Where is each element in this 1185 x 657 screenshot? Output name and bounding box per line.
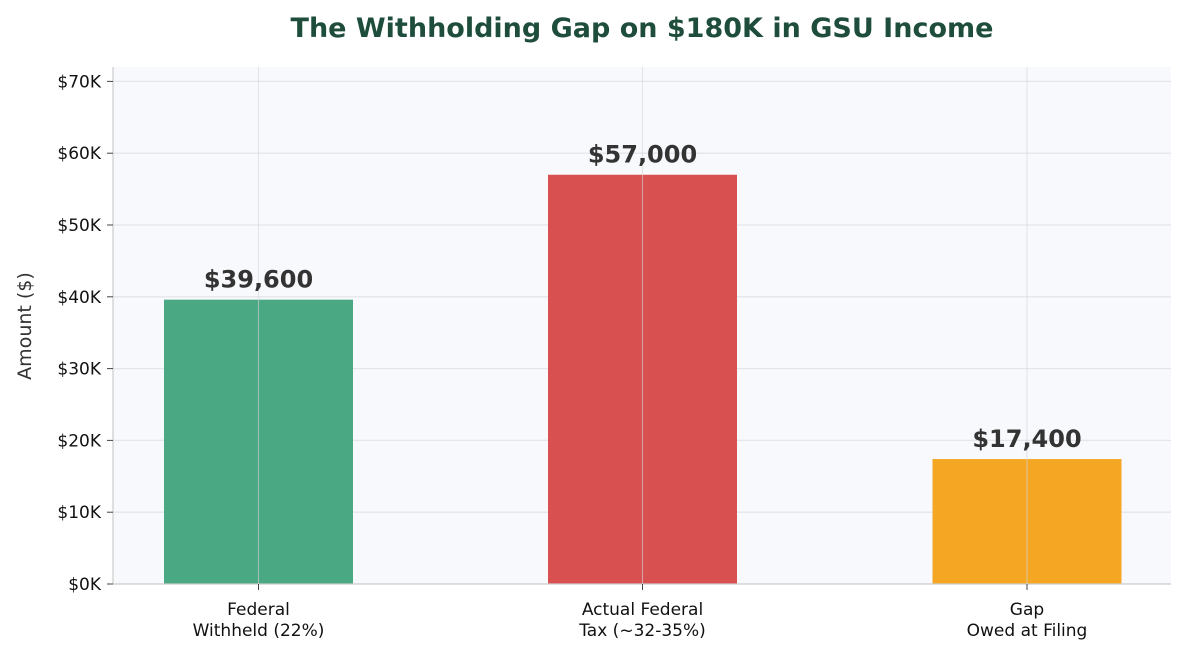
y-tick-label: $30K <box>57 360 101 380</box>
x-tick-label: Withheld (22%) <box>193 621 325 641</box>
vertical-gridlines <box>257 67 1028 584</box>
x-tick-label: Tax (~32-35%) <box>578 621 706 641</box>
x-tick-label: Actual Federal <box>582 600 703 620</box>
y-tick-label: $70K <box>57 72 101 92</box>
x-tick-label: Owed at Filing <box>967 621 1088 641</box>
y-tick-label: $0K <box>68 575 102 595</box>
y-tick-label: $60K <box>57 144 101 164</box>
bar-value-label: $39,600 <box>204 266 313 294</box>
chart-title: The Withholding Gap on $180K in GSU Inco… <box>291 13 994 44</box>
bar-value-label: $17,400 <box>972 425 1081 453</box>
y-axis-ticks: $0K $10K $20K $30K $40K $50K $60K $70K <box>57 72 113 595</box>
x-tick-label: Gap <box>1010 600 1044 620</box>
y-axis-label: Amount ($) <box>14 272 36 380</box>
y-tick-label: $50K <box>57 216 101 236</box>
x-tick-label: Federal <box>227 600 290 620</box>
bar-value-label: $57,000 <box>588 141 697 169</box>
y-tick-label: $10K <box>57 503 101 523</box>
data-labels: $39,600 $57,000 $17,400 <box>204 141 1082 453</box>
y-tick-label: $20K <box>57 431 101 451</box>
y-tick-label: $40K <box>57 288 101 308</box>
